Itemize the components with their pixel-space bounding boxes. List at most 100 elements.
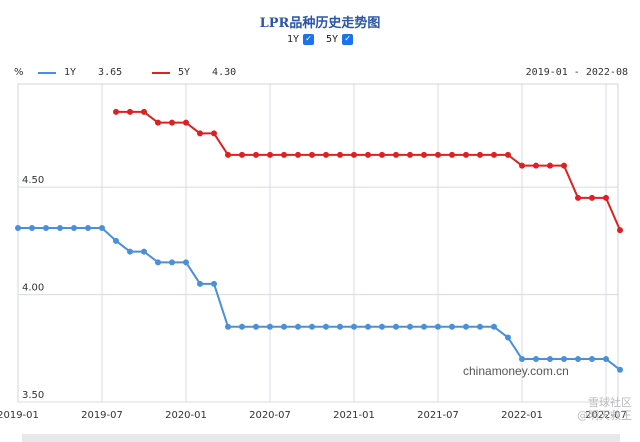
data-point-1y — [463, 323, 469, 330]
data-point-1y — [491, 323, 497, 330]
data-point-1y — [43, 224, 49, 231]
toggle-1y-label: 1Y — [286, 34, 299, 45]
data-point-1y — [253, 323, 259, 330]
data-point-1y — [421, 323, 427, 330]
y-tick-label: 3.50 — [22, 390, 44, 401]
data-point-1y — [15, 224, 21, 231]
data-point-5y — [477, 151, 483, 158]
horizontal-scrollbar[interactable] — [22, 434, 620, 442]
data-point-5y — [519, 162, 525, 169]
data-point-5y — [323, 151, 329, 158]
data-point-1y — [85, 224, 91, 231]
x-tick-label: 2020-07 — [249, 410, 291, 421]
toggle-5y-label: 5Y — [326, 34, 339, 45]
data-point-5y — [561, 162, 567, 169]
legend-5y[interactable]: 5Y 4.30 — [152, 67, 236, 78]
data-point-1y — [561, 356, 567, 363]
data-point-5y — [505, 151, 511, 158]
data-point-5y — [183, 119, 189, 126]
data-point-1y — [589, 356, 595, 363]
data-point-1y — [141, 248, 147, 255]
data-point-5y — [351, 151, 357, 158]
series-toggles: 1Y ✓ 5Y ✓ — [0, 34, 640, 45]
data-point-5y — [169, 119, 175, 126]
data-point-5y — [463, 151, 469, 158]
date-range-label: 2019-01 - 2022-08 — [525, 67, 628, 78]
series-line-1y — [18, 226, 621, 371]
data-point-1y — [239, 323, 245, 330]
data-point-1y — [113, 237, 119, 244]
legend-5y-swatch — [152, 71, 170, 74]
chart-title: LPR品种历史走势图 — [259, 16, 381, 31]
data-point-5y — [211, 130, 217, 137]
data-point-5y — [449, 151, 455, 158]
x-tick-label: 2021-07 — [417, 410, 459, 421]
y-unit-label: % — [14, 67, 24, 78]
source-watermark: chinamoney.com.cn — [463, 364, 569, 378]
toggle-5y[interactable]: 5Y ✓ — [326, 34, 354, 45]
data-point-1y — [225, 323, 231, 330]
data-point-5y — [491, 151, 497, 158]
toggle-1y-checkbox-icon[interactable]: ✓ — [302, 34, 314, 45]
legend-5y-latest: 4.30 — [212, 67, 237, 78]
data-point-5y — [127, 108, 133, 115]
series-line-5y — [116, 110, 621, 231]
data-point-1y — [449, 323, 455, 330]
data-point-1y — [309, 323, 315, 330]
x-tick-label: 2019-01 — [0, 410, 39, 421]
data-point-1y — [71, 224, 77, 231]
social-watermark: 雪球社区 @明天救王 — [577, 396, 632, 422]
data-point-1y — [407, 323, 413, 330]
social-watermark-line1: 雪球社区 — [588, 396, 632, 409]
data-point-5y — [337, 151, 343, 158]
data-point-1y — [29, 224, 35, 231]
data-point-5y — [589, 194, 595, 201]
toggle-1y[interactable]: 1Y ✓ — [287, 34, 314, 45]
x-tick-label: 2021-01 — [333, 410, 375, 421]
data-point-5y — [617, 227, 623, 234]
data-point-1y — [365, 323, 371, 330]
data-point-1y — [617, 366, 623, 373]
data-point-5y — [155, 119, 161, 126]
data-point-5y — [225, 151, 231, 158]
data-point-5y — [393, 151, 399, 158]
data-point-1y — [197, 280, 203, 287]
data-point-1y — [379, 323, 385, 330]
data-point-5y — [365, 151, 371, 158]
data-point-5y — [309, 151, 315, 158]
data-point-1y — [351, 323, 357, 330]
data-point-1y — [99, 224, 105, 231]
legend-1y-latest: 3.65 — [98, 67, 123, 78]
data-point-1y — [295, 323, 301, 330]
data-point-5y — [295, 151, 301, 158]
data-point-1y — [337, 323, 343, 330]
data-point-1y — [267, 323, 273, 330]
data-point-1y — [57, 224, 63, 231]
x-tick-label: 2022-07 — [585, 410, 627, 421]
x-tick-label: 2019-07 — [81, 410, 123, 421]
data-point-5y — [533, 162, 539, 169]
data-point-1y — [183, 259, 189, 266]
data-point-5y — [267, 151, 273, 158]
data-point-1y — [169, 259, 175, 266]
data-point-5y — [603, 194, 609, 201]
data-point-5y — [421, 151, 427, 158]
x-tick-label: 2022-01 — [501, 410, 543, 421]
y-tick-label: 4.50 — [22, 175, 44, 186]
data-point-5y — [435, 151, 441, 158]
data-point-1y — [505, 334, 511, 341]
data-point-1y — [393, 323, 399, 330]
data-point-1y — [281, 323, 287, 330]
data-point-1y — [477, 323, 483, 330]
data-point-5y — [113, 108, 119, 115]
legend-5y-name: 5Y — [178, 67, 191, 78]
y-tick-label: 4.00 — [22, 283, 44, 294]
data-point-5y — [281, 151, 287, 158]
data-point-1y — [547, 356, 553, 363]
legend-1y[interactable]: 1Y 3.65 — [38, 67, 122, 78]
data-point-5y — [141, 108, 147, 115]
social-watermark-line2: @明天救王 — [577, 409, 632, 422]
toggle-5y-checkbox-icon[interactable]: ✓ — [342, 34, 354, 45]
legend-1y-name: 1Y — [64, 67, 77, 78]
